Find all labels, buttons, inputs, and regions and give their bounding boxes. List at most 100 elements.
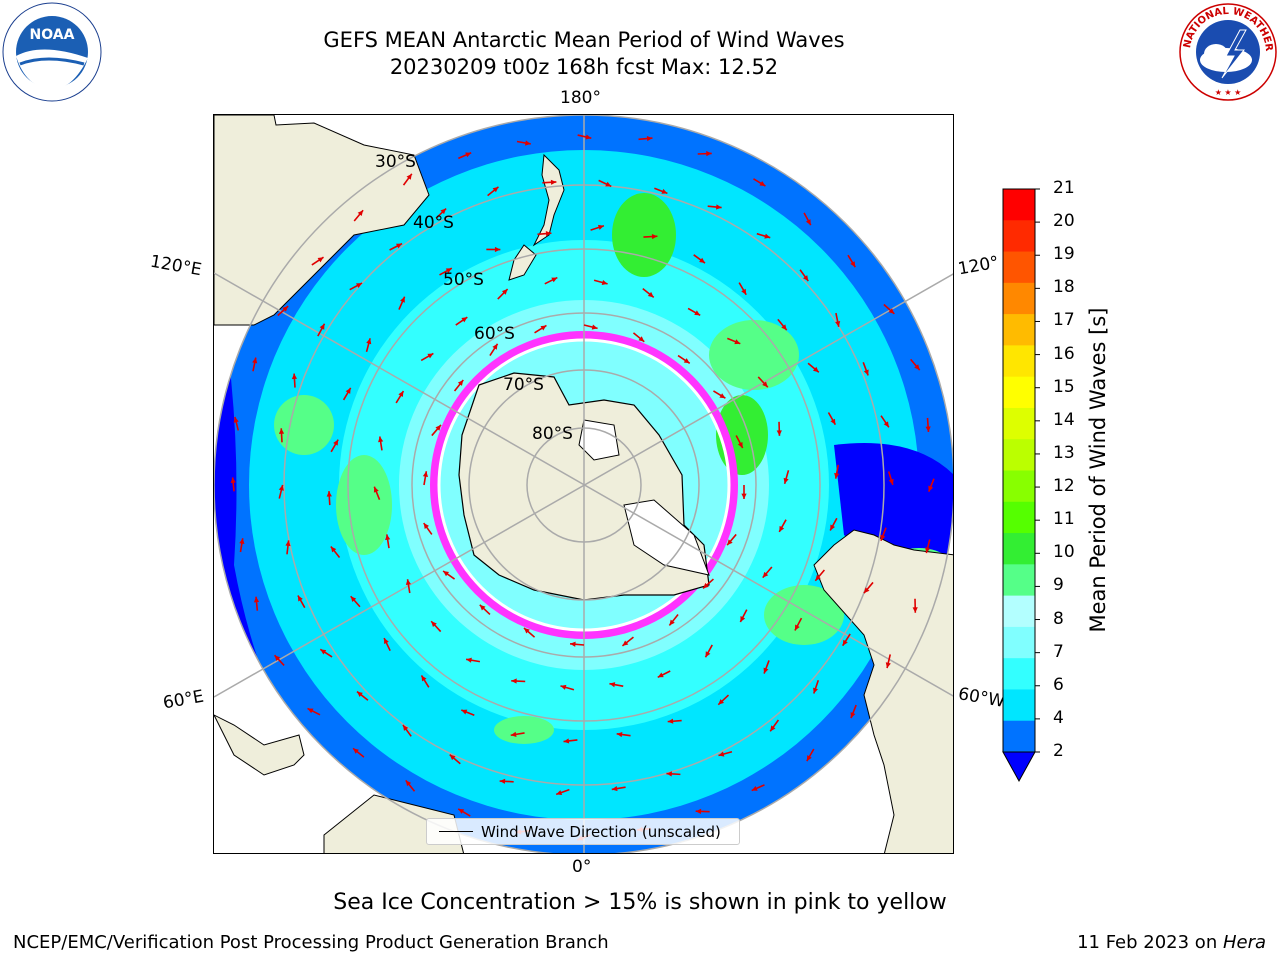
wind-arrow-head (616, 731, 623, 738)
colorbar-tick-label: 12 (1053, 476, 1075, 497)
wind-arrow-head (230, 477, 236, 484)
colorbar (1002, 188, 1040, 783)
wind-arrow-head (657, 672, 664, 678)
wind-arrow-head (550, 179, 557, 185)
wind-arrow-head (591, 324, 598, 330)
legend-line-swatch (439, 831, 473, 832)
svg-text:★ ★ ★: ★ ★ ★ (1215, 88, 1242, 97)
wind-arrow-head (718, 699, 725, 705)
chart-title: GEFS MEAN Antarctic Mean Period of Wind … (323, 28, 845, 52)
wind-arrow-head (511, 678, 517, 684)
lon-label-120e: 120°E (148, 251, 204, 281)
wind-arrow-head (638, 336, 645, 342)
wind-arrow-head (781, 324, 787, 331)
wind-arrow-head (912, 607, 918, 613)
wind-arrow-head (783, 477, 789, 484)
wind-arrow-head (357, 210, 364, 217)
wind-arrow-head (494, 246, 501, 253)
wind-arrow-head (317, 257, 324, 263)
wind-arrow-head (378, 436, 384, 443)
wind-arrow-head (683, 358, 690, 364)
nws-logo: NATIONAL WEATHER SERVICE ★ ★ ★ (1174, 0, 1278, 102)
wind-arrow-head (830, 524, 836, 531)
wind-arrow-head (806, 755, 812, 762)
chart-subtitle: 20230209 t00z 168h fcst Max: 12.52 (389, 55, 779, 79)
wind-arrow-head (499, 778, 506, 784)
wind-arrow-head (278, 484, 284, 491)
wind-arrow-head (479, 604, 486, 611)
colorbar-tick-label: 4 (1053, 707, 1064, 728)
wind-arrow-head (384, 638, 389, 645)
lat-label-50s: 50°S (443, 270, 484, 290)
wind-arrow-head (291, 373, 298, 380)
wind-arrow-head (356, 691, 363, 697)
wind-arrow-head (776, 430, 782, 436)
wind-arrow-head (560, 684, 567, 690)
colorbar-tick-label: 11 (1053, 509, 1075, 530)
colorbar-tick-label: 7 (1053, 641, 1064, 662)
lon-label-60w: 60°W (956, 684, 1007, 712)
wind-arrow-head (523, 628, 530, 634)
wind-arrow-head (252, 357, 258, 364)
lat-label-60s: 60°S (474, 324, 515, 344)
wind-arrow-head (233, 416, 239, 423)
wind-arrow-head (297, 595, 303, 602)
wind-arrow-head (373, 486, 379, 493)
wind-arrow-head (285, 540, 291, 547)
lat-label-70s: 70°S (503, 375, 544, 395)
footer-machine: Hera (1222, 932, 1266, 953)
wind-arrow-head (461, 317, 468, 323)
wind-arrow-head (440, 208, 447, 215)
wind-arrow-head (925, 426, 931, 432)
colorbar-tick-label: 6 (1053, 674, 1064, 695)
wind-arrow-head (705, 651, 711, 658)
wind-arrow-head (699, 257, 706, 264)
lon-label-60e: 60°E (161, 686, 206, 714)
wind-arrow-head (669, 619, 675, 626)
footer-left: NCEP/EMC/Verification Post Processing Pr… (13, 932, 609, 953)
wind-arrow-head (445, 268, 452, 274)
wind-arrow-head (888, 478, 894, 485)
wind-arrow-head (888, 308, 895, 314)
wind-arrow-head (703, 582, 709, 589)
wind-arrow-head (666, 771, 672, 777)
wind-arrow-head (805, 219, 811, 226)
colorbar-swatch (1003, 220, 1035, 253)
wind-arrow-head (741, 493, 747, 499)
colorbar-swatch (1003, 470, 1035, 503)
wind-arrow-head (601, 279, 608, 286)
wind-arrow-head (661, 188, 668, 194)
colorbar-swatch (1003, 658, 1035, 690)
colorbar-tick-label: 21 (1053, 178, 1075, 198)
colorbar-swatch (1003, 376, 1035, 409)
colorbar-tick-label: 10 (1053, 542, 1075, 563)
colorbar-tick-label: 9 (1053, 575, 1064, 596)
wind-arrow-head (400, 296, 405, 303)
map-panel (213, 114, 954, 854)
wind-arrow-head (510, 731, 517, 737)
wind-arrow-head (398, 391, 404, 398)
colorbar-swatch (1003, 189, 1035, 221)
colorbar-tick-label: 18 (1053, 277, 1075, 298)
wind-arrow-head (435, 424, 441, 431)
colorbar-title: Mean Period of Wind Waves [s] (1086, 307, 1110, 633)
wind-arrow-head (759, 180, 766, 187)
wind-arrow-head (350, 596, 357, 603)
wind-arrow-head (356, 283, 363, 288)
wind-arrow-head (402, 725, 409, 731)
wind-arrow-head (727, 539, 733, 546)
wind-arrow-head (835, 320, 841, 327)
wind-arrow-head (307, 708, 314, 714)
wind-arrow-head (762, 571, 769, 578)
wind-arrow-head (830, 418, 836, 425)
lon-label-0: 0° (572, 857, 592, 877)
wind-arrow-head (443, 571, 450, 577)
wind-arrow-head (813, 687, 818, 694)
wind-arrow-head (719, 393, 726, 399)
wind-arrow-head (427, 353, 434, 359)
wind-arrow-head (842, 639, 848, 646)
wind-arrow-head (741, 288, 747, 295)
wind-arrow-head (570, 641, 576, 647)
legend-label: Wind Wave Direction (unscaled) (481, 822, 721, 841)
wind-arrow-head (353, 748, 359, 754)
